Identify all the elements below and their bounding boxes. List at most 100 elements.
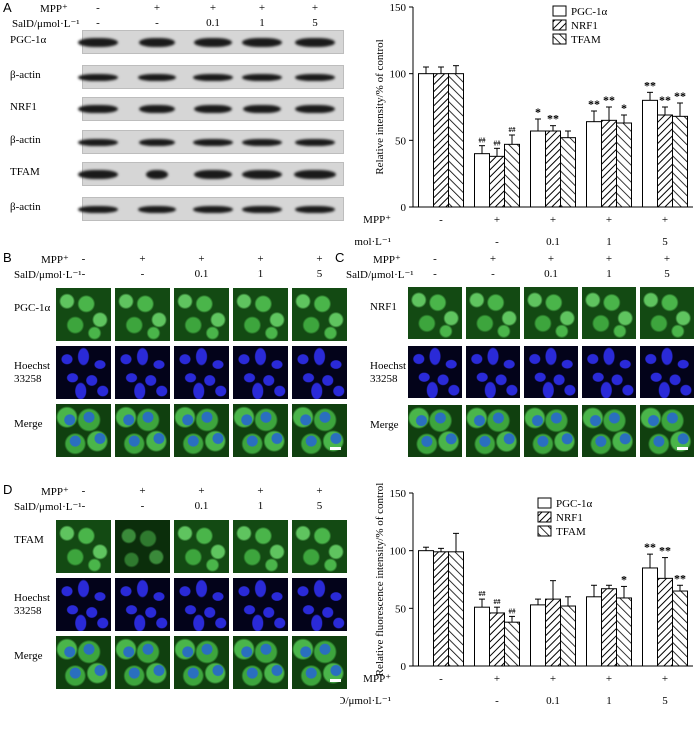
scale-bar	[677, 447, 688, 450]
x-mpp-value: +	[606, 214, 612, 226]
panel-d-mpp-value: +	[198, 485, 205, 497]
panel-d-image-tile	[115, 520, 170, 573]
western-blot-band	[78, 73, 118, 81]
panel-d-image-tile	[115, 578, 170, 631]
panel-a-row-label: β-actin	[10, 69, 41, 81]
panel-b-sald-value: -	[140, 268, 145, 280]
panel-b-image-tile	[233, 288, 288, 341]
panel-d-image-tile	[292, 578, 347, 631]
panel-a-mpp-value: +	[311, 2, 319, 14]
significance-mark: **	[603, 93, 615, 107]
panel-b-image-tile	[115, 404, 170, 457]
significance-mark: ##	[509, 126, 517, 134]
panel-d-mpp-label: MPP⁺	[41, 486, 69, 498]
significance-mark: **	[644, 540, 656, 554]
panel-a-sald-value: 0.1	[206, 17, 220, 29]
panel-a-row-label: β-actin	[10, 134, 41, 146]
bar	[489, 612, 505, 667]
bar	[433, 73, 449, 208]
panel-d-sald-label: SalD/μmol·L⁻¹	[14, 501, 82, 513]
significance-mark: **	[547, 112, 559, 126]
panel-b-image-tile	[292, 288, 347, 341]
legend-swatch	[537, 511, 552, 523]
bar	[657, 577, 673, 667]
western-blot-band	[294, 169, 336, 179]
panel-b-mpp-value: +	[257, 253, 264, 265]
panel-d-image-tile	[233, 520, 288, 573]
panel-b-row-label: Hoechst 33258	[14, 360, 51, 385]
y-tick-label: 100	[390, 69, 407, 81]
bar	[642, 99, 658, 208]
bar	[504, 621, 520, 667]
panel-b-image-tile	[56, 346, 111, 399]
bar	[642, 567, 658, 667]
panel-c-mpp-value: -	[433, 253, 437, 265]
panel-c-mpp-value: +	[663, 253, 671, 265]
significance-mark: ##	[479, 137, 487, 145]
x-mpp-value: +	[550, 214, 556, 226]
panel-c-sald-value: 1	[606, 268, 612, 280]
y-tick-label: 50	[395, 603, 407, 615]
x-mpp-value: -	[439, 673, 443, 685]
panel-c-image-tile	[408, 287, 462, 339]
panel-d-row-label: TFAM	[14, 534, 44, 546]
panel-d-mpp-value: +	[139, 485, 146, 497]
panel-c-image-tile	[524, 346, 578, 398]
panel-c-sald-label: SalD/μmol·L⁻¹	[346, 269, 414, 281]
y-tick-label: 0	[401, 202, 407, 214]
panel-d-image-tile	[56, 636, 111, 689]
bar	[616, 122, 632, 208]
panel-d-image-tile	[56, 520, 111, 573]
panel-a-row-label: NRF1	[10, 101, 37, 113]
significance-mark: ##	[494, 598, 502, 606]
panel-b-sald-value: 0.1	[194, 268, 209, 280]
western-blot-band	[295, 138, 335, 146]
x-sald-value: -	[495, 236, 499, 248]
western-blot-band	[295, 73, 335, 81]
bar	[433, 551, 449, 667]
panel-b-mpp-label: MPP⁺	[41, 254, 69, 266]
significance-mark: **	[659, 93, 671, 107]
panel-d-row-label: Merge	[14, 650, 43, 662]
y-axis-label: Relative intensity/% of control	[374, 39, 386, 174]
panel-d-image-tile	[292, 520, 347, 573]
bar	[545, 130, 561, 208]
x-mpp-value: +	[662, 673, 668, 685]
western-blot-band	[139, 105, 175, 113]
panel-d-mpp-value: +	[316, 485, 323, 497]
western-blot-band	[193, 138, 233, 146]
significance-mark: ##	[494, 139, 502, 147]
x-sald-label: SalD/μmol·L⁻¹	[340, 695, 391, 707]
bar	[586, 596, 602, 667]
significance-mark: *	[535, 105, 541, 119]
western-blot-band	[242, 37, 282, 47]
bar	[530, 130, 546, 208]
panel-c-image-tile	[466, 287, 520, 339]
panel-c-mpp-value: +	[489, 253, 497, 265]
bar	[672, 590, 688, 667]
panel-c-letter: C	[335, 250, 345, 265]
panel-a-mpp-value: -	[96, 2, 100, 14]
panel-b-sald-value: -	[81, 268, 86, 280]
x-mpp-value: +	[550, 673, 556, 685]
western-blot-band	[295, 105, 335, 113]
panel-b-image-tile	[174, 346, 229, 399]
panel-a-row-label: PGC-1α	[10, 34, 47, 46]
bar	[530, 604, 546, 667]
bar	[601, 588, 617, 667]
x-mpp-label: MPP⁺	[363, 214, 391, 226]
panel-a-mpp-value: +	[209, 2, 217, 14]
western-blot-band	[295, 205, 335, 213]
panel-b-image-tile	[292, 404, 347, 457]
panel-c-mpp-value: +	[547, 253, 555, 265]
western-blot-band	[138, 205, 176, 213]
bar	[448, 73, 464, 208]
significance-mark: **	[659, 544, 671, 558]
panel-b-image-tile	[233, 404, 288, 457]
significance-mark: **	[674, 89, 686, 103]
western-blot-band	[146, 169, 168, 179]
y-axis-label: Relative fluorescence intensity/% of con…	[374, 483, 386, 677]
panel-c-sald-value: 0.1	[544, 268, 558, 280]
panel-b-mpp-value: -	[81, 253, 86, 265]
panel-c-image-tile	[582, 287, 636, 339]
